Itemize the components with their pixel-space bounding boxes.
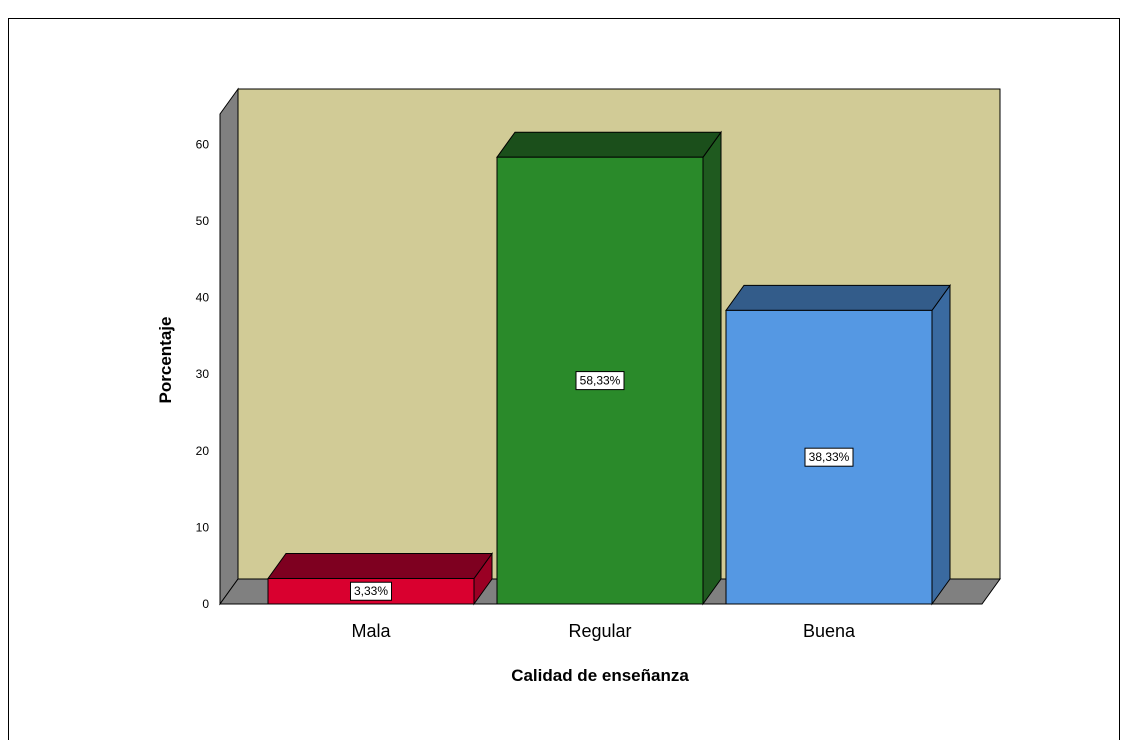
y-tick-label: 10 — [196, 520, 210, 534]
x-tick-label: Mala — [351, 621, 391, 641]
y-tick-label: 30 — [196, 367, 210, 381]
data-label: 3,33% — [350, 581, 392, 601]
data-label: 58,33% — [575, 371, 625, 391]
x-tick-label: Buena — [803, 621, 856, 641]
bars: 3,33% 58,33% 38,33% — [267, 130, 951, 606]
data-label-box — [804, 447, 854, 467]
bar-top — [496, 131, 722, 158]
y-tick-label: 50 — [196, 214, 210, 228]
x-axis: Mala Regular Buena — [351, 621, 856, 641]
y-axis: 0 10 20 30 40 50 60 — [196, 137, 210, 611]
data-label-box — [575, 371, 625, 391]
bar-buena: 38,33% — [725, 283, 951, 606]
y-tick-label: 40 — [196, 291, 210, 305]
data-label-box — [350, 581, 392, 601]
data-label-text: 58,33% — [580, 374, 621, 388]
x-axis-title: Calidad de enseñanza — [511, 666, 689, 685]
y-tick-label: 60 — [196, 137, 210, 151]
chart-frame — [8, 18, 1120, 740]
x-tick-label: Regular — [568, 621, 631, 641]
bar-mala: 3,33% — [267, 551, 493, 606]
side-wall — [219, 87, 239, 606]
bar-regular: 58,33% — [496, 130, 722, 606]
bar-top — [267, 552, 493, 579]
bar-side — [702, 130, 722, 606]
y-axis-title: Porcentaje — [156, 317, 175, 404]
bar-top — [725, 284, 951, 311]
data-label: 38,33% — [804, 447, 854, 467]
data-label-text: 38,33% — [809, 450, 850, 464]
y-tick-label: 0 — [202, 597, 209, 611]
data-label-text: 3,33% — [354, 584, 388, 598]
y-tick-label: 20 — [196, 444, 210, 458]
bar-side — [931, 283, 951, 606]
